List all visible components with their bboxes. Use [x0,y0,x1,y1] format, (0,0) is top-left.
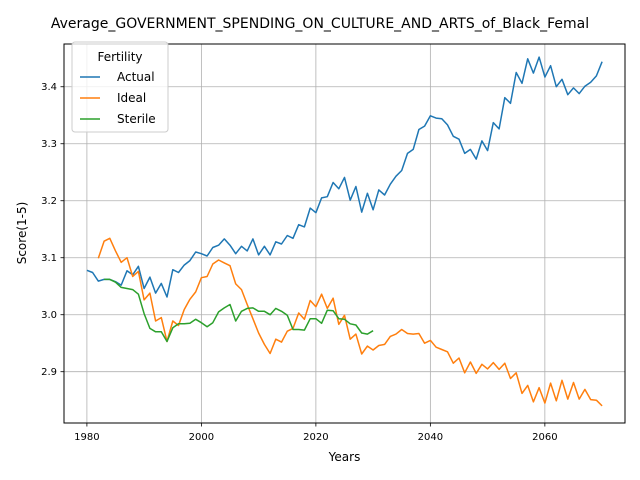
legend: Fertility Actual Ideal Sterile [71,41,169,133]
y-tick-label: 3.4 [41,82,57,93]
legend-title: Fertility [97,50,142,64]
x-tick-label: 2040 [418,432,443,443]
legend-items: Actual Ideal Sterile [80,70,156,126]
y-tick-label: 3.0 [41,310,57,321]
x-tick-label: 2020 [303,432,328,443]
y-tick-label: 3.3 [41,139,57,150]
x-tick-label: 2000 [189,432,214,443]
x-axis: 1980 2000 2020 2040 2060 [74,423,558,443]
legend-label-actual: Actual [117,70,155,84]
legend-label-sterile: Sterile [117,112,156,126]
y-tick-label: 3.2 [41,196,57,207]
x-tick-label: 2060 [532,432,557,443]
series-lines [86,56,603,407]
x-axis-label: Years [328,450,361,464]
series-line-sterile [104,278,374,343]
y-axis-label: Score(1-5) [15,202,29,265]
legend-box [71,41,169,133]
series-line-ideal [97,237,603,407]
y-axis: 2.9 3.0 3.1 3.2 3.3 3.4 [41,82,64,378]
series-line-actual [86,56,603,298]
legend-label-ideal: Ideal [117,91,146,105]
chart-title: Average_GOVERNMENT_SPENDING_ON_CULTURE_A… [51,16,589,32]
plot-frame [63,43,626,424]
y-tick-label: 2.9 [41,367,57,378]
y-tick-label: 3.1 [41,253,57,264]
x-tick-label: 1980 [74,432,99,443]
